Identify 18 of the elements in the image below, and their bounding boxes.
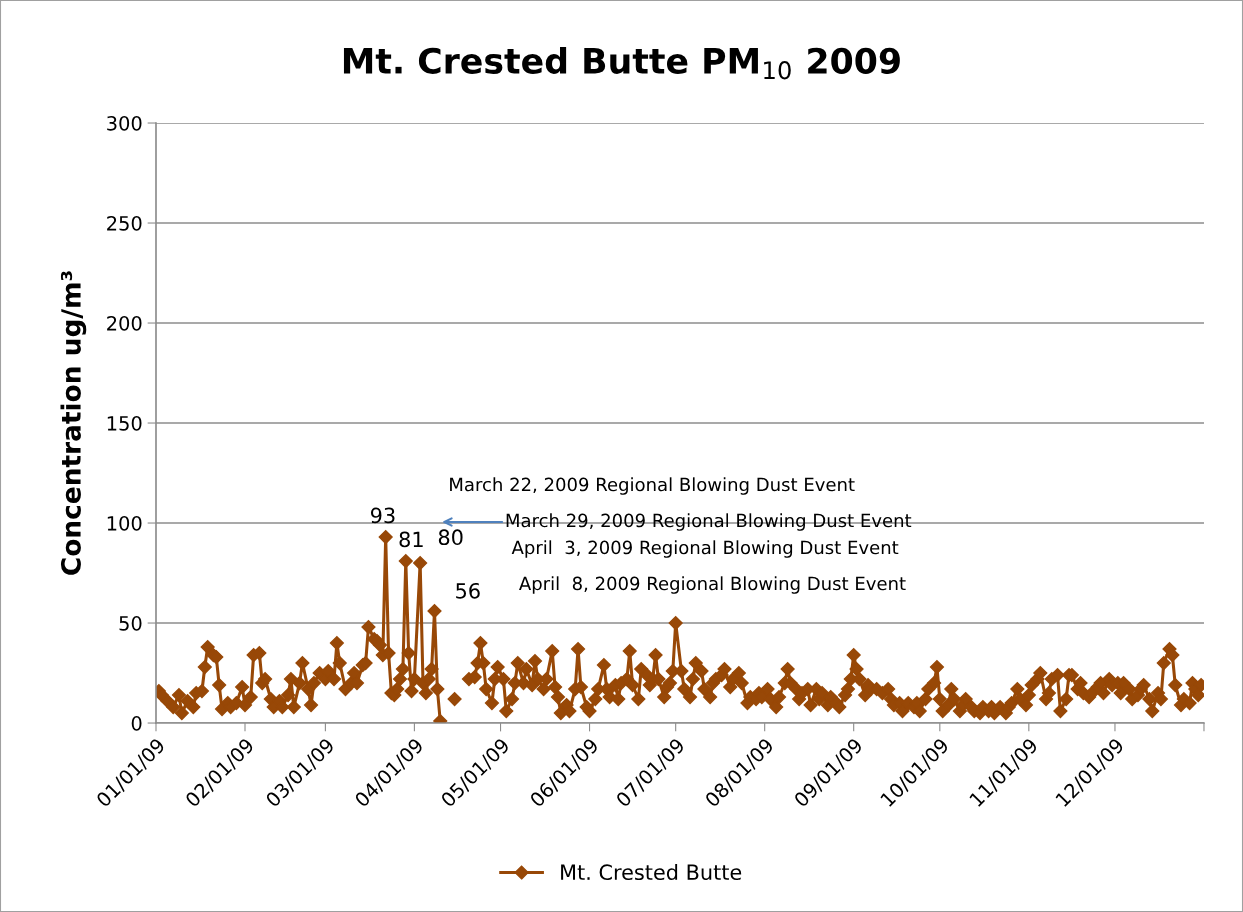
y-tick-label: 200: [107, 315, 142, 331]
annotation: March 22, 2009 Regional Blowing Dust Event: [450, 477, 855, 495]
y-tick-label: 100: [107, 515, 142, 531]
annotation: April 8, 2009 Regional Blowing Dust Event: [519, 576, 906, 594]
annotation: 80: [438, 529, 463, 546]
annotation: April 3, 2009 Regional Blowing Dust Event: [511, 540, 899, 558]
y-tick-label: 150: [107, 415, 142, 431]
chart-title: Mt. Crested Butte PM$_{10}$ 2009: [343, 47, 900, 80]
y-tick-label: 300: [107, 115, 142, 131]
legend-label: Mt. Crested Butte: [561, 863, 742, 881]
annotation: 81: [399, 531, 423, 548]
y-tick-label: 250: [107, 215, 142, 231]
y-tick-label: 50: [119, 615, 142, 631]
y-tick-label: 0: [131, 715, 142, 731]
annotation: 93: [370, 507, 395, 524]
annotation: March 29, 2009 Regional Blowing Dust Event: [506, 513, 912, 531]
y-axis-title: Concentration ug/m³: [60, 271, 87, 575]
annotation: 56: [456, 582, 480, 599]
